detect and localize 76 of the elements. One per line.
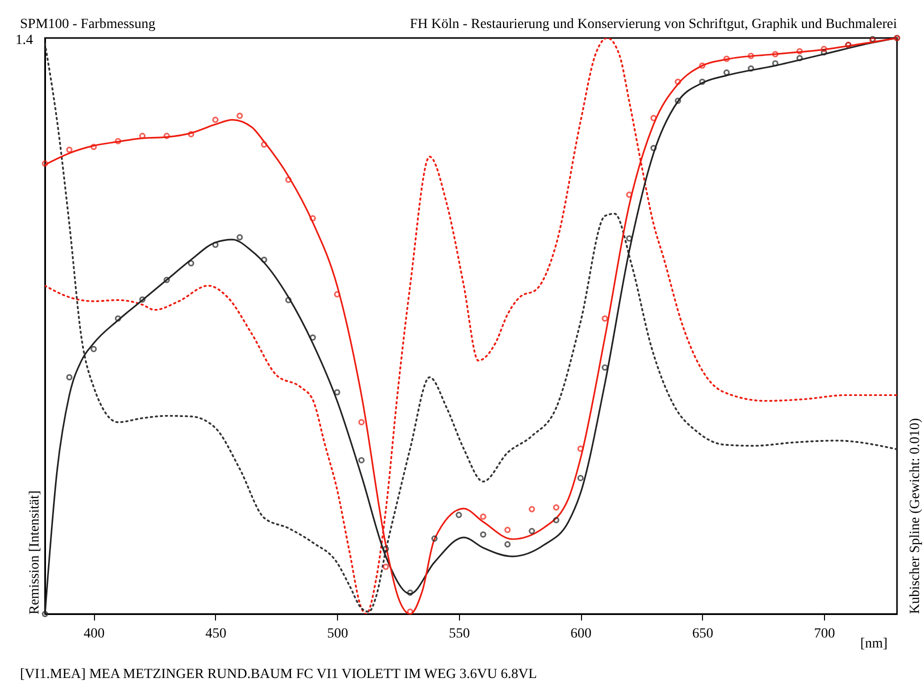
point [260,256,268,263]
point [796,55,803,62]
point [723,69,730,76]
point [310,334,316,341]
point [820,46,828,52]
point [188,131,194,138]
y-axis-title: Remission [Intensität] [28,490,42,614]
point [674,98,682,104]
point [212,242,219,248]
point [602,364,608,371]
point [334,389,340,396]
point [504,526,511,534]
point [382,546,389,552]
point [480,531,486,538]
x-tick-label: 650 [692,626,714,642]
point [456,512,462,518]
point [285,296,292,304]
point [626,192,632,198]
point [358,419,365,426]
point [772,60,778,66]
point [164,276,170,284]
x-tick-label: 500 [327,626,348,642]
point [114,138,122,144]
point [285,176,292,183]
point [164,132,170,140]
point [504,541,511,548]
point [480,514,486,520]
x-tick-label: 600 [570,626,592,642]
point [820,49,828,56]
text: 1.4 [16,33,33,48]
point [602,315,608,322]
point [407,590,414,596]
point [139,296,146,303]
point [796,48,803,54]
point [188,260,194,266]
point [90,144,97,150]
text: Kubischer Spline (Gewicht: 0.010) [908,418,923,614]
point [407,608,414,615]
point [577,446,584,452]
point [553,516,560,524]
point [260,141,268,148]
point [236,234,243,240]
point [674,78,682,85]
point [66,374,72,380]
x-axis-title: [nm] [860,636,888,652]
point [334,291,340,298]
point [66,146,72,153]
point [577,474,584,482]
point [772,50,778,58]
point [528,528,535,534]
x-tick-label: 550 [448,626,470,642]
point [748,52,754,59]
point [626,235,632,242]
text: [VI1.MEA] MEA METZINGER RUND.BAUM FC VI1 VIOLETT IM WEG 3.6VU 6.8VL [20,667,537,682]
point [431,535,438,542]
point [748,65,754,72]
x-tick-label: 700 [814,626,835,642]
point [553,504,560,511]
point [650,114,657,122]
chart-title: SPM100 - Farbmessung [20,17,156,32]
point [310,215,316,222]
point [212,116,219,123]
x-tick-label: 400 [84,626,105,642]
point [90,346,97,352]
point [699,78,706,85]
point [699,62,706,69]
point [236,112,243,119]
point [650,144,657,152]
x-tick-label: 450 [205,626,226,642]
point [528,506,535,512]
point [382,564,389,570]
point [139,132,146,140]
point [358,457,365,464]
point [723,56,730,62]
point [114,315,122,322]
chart-subtitle: FH Köln - Restaurierung und Konservierung von Schriftgut, Graphik und Buchmalerei [410,17,898,32]
